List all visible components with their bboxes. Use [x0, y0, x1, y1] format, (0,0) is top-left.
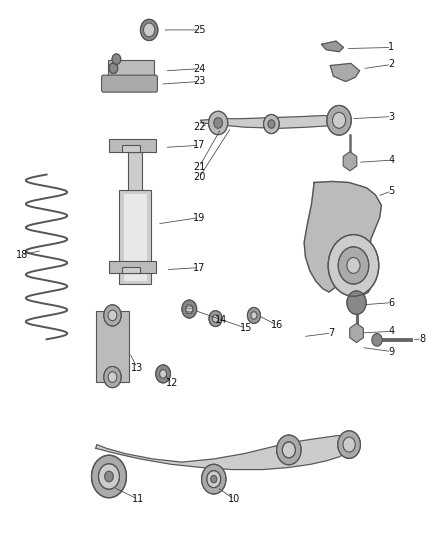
FancyBboxPatch shape — [108, 60, 153, 76]
Text: 1: 1 — [389, 43, 395, 52]
Text: 6: 6 — [389, 297, 395, 308]
Circle shape — [268, 120, 275, 128]
Circle shape — [108, 310, 117, 321]
FancyBboxPatch shape — [102, 75, 157, 92]
Circle shape — [104, 367, 121, 387]
Text: 19: 19 — [193, 213, 205, 223]
Text: 15: 15 — [240, 323, 252, 333]
Circle shape — [186, 305, 193, 313]
Circle shape — [277, 435, 301, 465]
FancyBboxPatch shape — [109, 261, 156, 273]
FancyBboxPatch shape — [122, 146, 140, 152]
Polygon shape — [330, 63, 360, 82]
Circle shape — [207, 471, 221, 488]
Polygon shape — [304, 181, 381, 297]
Circle shape — [144, 23, 155, 37]
Text: 4: 4 — [389, 155, 395, 165]
Circle shape — [332, 112, 346, 128]
Text: 24: 24 — [193, 64, 205, 74]
Polygon shape — [321, 41, 343, 52]
FancyBboxPatch shape — [122, 266, 140, 273]
Text: 18: 18 — [15, 250, 28, 260]
FancyBboxPatch shape — [124, 193, 147, 281]
Circle shape — [201, 464, 226, 494]
Text: 8: 8 — [419, 334, 425, 344]
Circle shape — [159, 369, 166, 378]
Circle shape — [251, 312, 257, 319]
Circle shape — [109, 63, 118, 74]
Circle shape — [283, 442, 295, 458]
Circle shape — [327, 106, 351, 135]
Circle shape — [343, 437, 355, 452]
Circle shape — [209, 311, 222, 327]
Text: 12: 12 — [166, 378, 178, 389]
Circle shape — [214, 118, 223, 128]
FancyBboxPatch shape — [109, 139, 156, 152]
Circle shape — [211, 475, 217, 483]
Text: 5: 5 — [389, 186, 395, 196]
Circle shape — [372, 334, 382, 346]
Circle shape — [92, 455, 127, 498]
Polygon shape — [343, 152, 357, 171]
Circle shape — [141, 19, 158, 41]
Circle shape — [212, 315, 219, 322]
Circle shape — [347, 291, 366, 314]
Text: 20: 20 — [193, 172, 205, 182]
Circle shape — [338, 247, 369, 284]
Text: 10: 10 — [228, 494, 240, 504]
Text: 17: 17 — [193, 140, 205, 150]
Polygon shape — [350, 324, 364, 343]
Circle shape — [208, 111, 228, 135]
Circle shape — [108, 372, 117, 382]
FancyBboxPatch shape — [96, 311, 129, 382]
Circle shape — [247, 308, 261, 324]
Text: 25: 25 — [193, 25, 205, 35]
Circle shape — [99, 464, 120, 489]
Circle shape — [104, 305, 121, 326]
Circle shape — [338, 431, 360, 458]
Polygon shape — [96, 435, 355, 470]
Text: 11: 11 — [132, 494, 145, 504]
Circle shape — [112, 54, 121, 64]
Text: 2: 2 — [389, 60, 395, 69]
Text: 21: 21 — [193, 161, 205, 172]
FancyBboxPatch shape — [128, 152, 142, 192]
Text: 7: 7 — [328, 328, 335, 338]
Text: 22: 22 — [193, 122, 205, 132]
Circle shape — [347, 257, 360, 273]
Text: 17: 17 — [193, 263, 205, 272]
FancyBboxPatch shape — [120, 190, 151, 284]
Text: 23: 23 — [193, 77, 205, 86]
Text: 13: 13 — [131, 362, 143, 373]
Circle shape — [264, 115, 279, 134]
Text: 16: 16 — [271, 320, 283, 330]
Circle shape — [105, 471, 113, 482]
Text: 3: 3 — [389, 111, 395, 122]
Circle shape — [328, 235, 379, 296]
Circle shape — [182, 300, 197, 318]
Text: 14: 14 — [215, 314, 227, 325]
Text: 9: 9 — [389, 346, 395, 357]
Text: 4: 4 — [389, 326, 395, 336]
Polygon shape — [201, 116, 340, 128]
Circle shape — [155, 365, 170, 383]
